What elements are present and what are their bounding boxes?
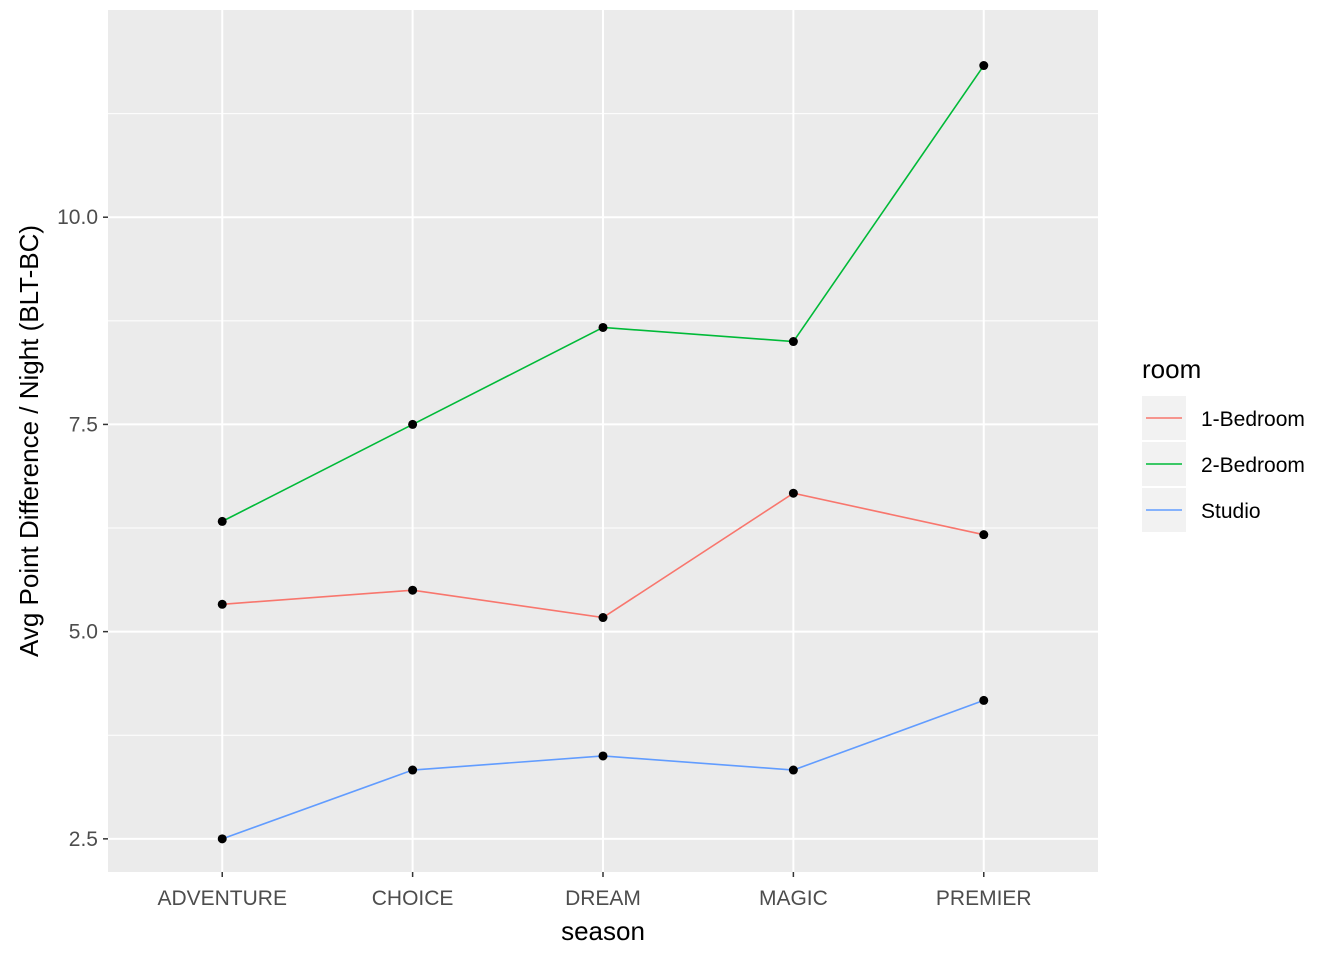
data-point-1-bedroom — [408, 585, 418, 595]
data-point-studio — [217, 834, 227, 844]
x-tick-label: DREAM — [565, 887, 641, 910]
y-axis-title: Avg Point Difference / Night (BLT-BC) — [14, 225, 44, 657]
y-tick-label: 7.5 — [69, 413, 98, 436]
major-gridlines — [108, 10, 1098, 872]
legend-label-1-bedroom: 1-Bedroom — [1201, 408, 1305, 431]
x-tick-label: ADVENTURE — [157, 887, 287, 910]
y-axis: 2.5 5.0 7.5 10.0 — [57, 206, 108, 851]
data-point-1-bedroom — [217, 599, 227, 609]
series-points — [217, 61, 989, 844]
data-point-studio — [408, 765, 418, 775]
x-tick-label: CHOICE — [372, 887, 454, 910]
data-point-2-bedroom — [217, 516, 227, 526]
x-axis: ADVENTURE CHOICE DREAM MAGIC PREMIER — [157, 872, 1032, 910]
data-point-2-bedroom — [598, 322, 608, 332]
data-point-2-bedroom — [979, 61, 989, 71]
data-point-1-bedroom — [788, 488, 798, 498]
data-point-studio — [788, 765, 798, 775]
y-tick-label: 5.0 — [69, 621, 98, 644]
legend: room 1-Bedroom 2-Bedroom Studio — [1142, 354, 1305, 532]
x-tick-label: MAGIC — [759, 887, 828, 910]
y-tick-label: 2.5 — [69, 828, 98, 851]
x-tick-label: PREMIER — [936, 887, 1032, 910]
data-point-2-bedroom — [788, 337, 798, 347]
data-point-1-bedroom — [979, 530, 989, 540]
y-tick-label: 10.0 — [57, 206, 98, 229]
legend-label-2-bedroom: 2-Bedroom — [1201, 454, 1305, 477]
data-point-studio — [598, 751, 608, 761]
data-point-1-bedroom — [598, 613, 608, 623]
x-axis-title: season — [561, 916, 645, 946]
data-point-2-bedroom — [408, 419, 418, 429]
legend-label-studio: Studio — [1201, 500, 1261, 523]
legend-title: room — [1142, 354, 1201, 384]
data-point-studio — [979, 695, 989, 705]
